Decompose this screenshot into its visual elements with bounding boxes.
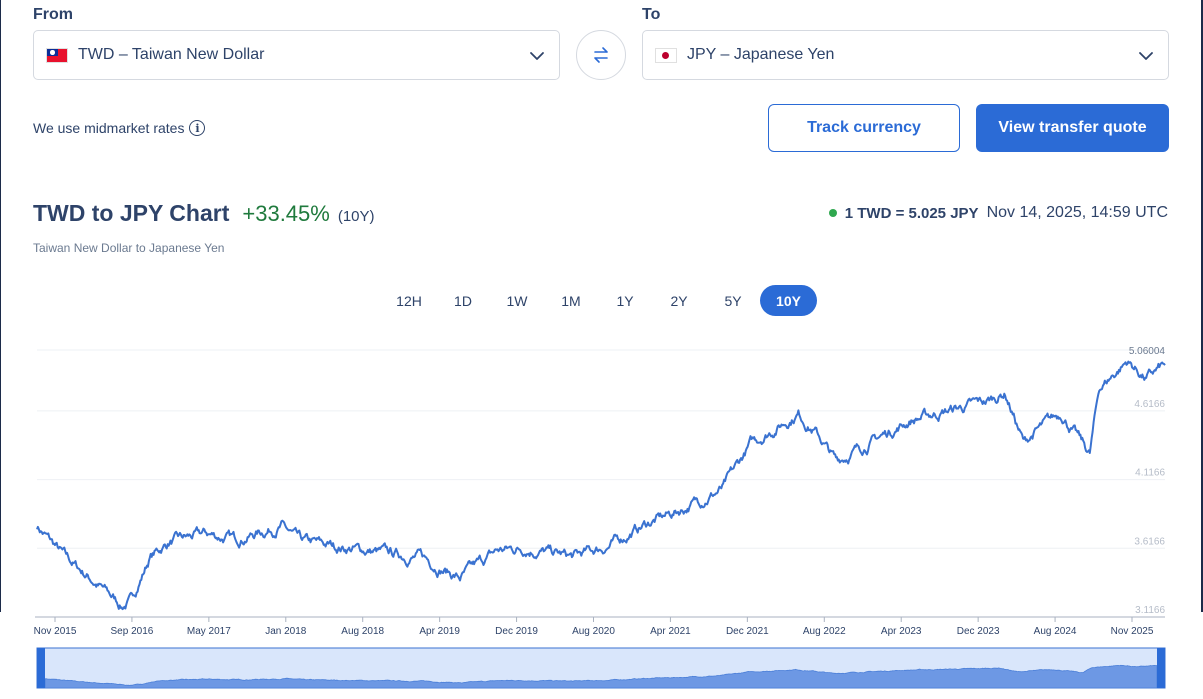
x-tick-label: Aug 2024 (1034, 626, 1077, 637)
y-max-label: 5.06004 (1129, 346, 1166, 357)
range-5y[interactable]: 5Y (724, 292, 742, 309)
x-tick-label: Nov 2025 (1111, 626, 1154, 637)
navigator-handle-right[interactable] (1157, 648, 1165, 688)
rate-change-period: (10Y) (337, 208, 375, 225)
chart-title: TWD to JPY Chart (33, 200, 230, 226)
rate-line-series (36, 360, 1166, 611)
x-tick-label: Sep 2016 (111, 626, 154, 637)
chart-subtitle: Taiwan New Dollar to Japanese Yen (33, 241, 225, 255)
track-currency-button[interactable]: Track currency (768, 104, 960, 152)
x-tick-label: Dec 2019 (495, 626, 538, 637)
x-tick-label: Dec 2023 (957, 626, 1000, 637)
view-transfer-quote-button[interactable]: View transfer quote (976, 104, 1169, 152)
chevron-down-icon (1139, 52, 1153, 60)
chevron-down-icon (530, 52, 544, 60)
x-tick-label: Dec 2021 (726, 626, 769, 637)
x-tick-label: Aug 2022 (803, 626, 846, 637)
y-tick-label: 3.6166 (1134, 536, 1165, 547)
chart-heading: TWD to JPY Chart +33.45% (10Y) (33, 200, 375, 227)
range-12h[interactable]: 12H (396, 292, 422, 309)
x-tick-label: Nov 2015 (34, 626, 77, 637)
swap-arrows-icon (594, 47, 608, 63)
navigator-handle-left[interactable] (37, 648, 45, 688)
frame-border-left (0, 0, 1, 612)
y-tick-label: 4.6166 (1134, 399, 1165, 410)
navigator-area-series (44, 664, 1158, 689)
x-tick-label: Apr 2021 (650, 626, 691, 637)
range-navigator[interactable] (36, 647, 1166, 689)
from-label: From (33, 6, 73, 23)
current-rate: 1 TWD = 5.025 JPY Nov 14, 2025, 14:59 UT… (828, 204, 1168, 222)
x-tick-label: May 2017 (187, 626, 231, 637)
x-tick-label: Aug 2018 (341, 626, 384, 637)
range-2y[interactable]: 2Y (670, 292, 688, 309)
x-tick-label: Apr 2023 (881, 626, 922, 637)
to-currency-select[interactable]: JPY – Japanese Yen (642, 30, 1169, 80)
range-1m[interactable]: 1M (561, 292, 581, 309)
y-tick-label: 3.1166 (1135, 605, 1165, 616)
taiwan-flag-icon (46, 47, 68, 63)
from-currency-select[interactable]: TWD – Taiwan New Dollar (33, 30, 560, 80)
x-tick-label: Aug 2020 (572, 626, 615, 637)
rate-change: +33.45% (242, 201, 330, 226)
midmarket-note: We use midmarket rates i (33, 120, 206, 136)
x-tick-label: Apr 2019 (419, 626, 460, 637)
range-1w[interactable]: 1W (506, 292, 528, 309)
chart-grid (37, 349, 1165, 618)
range-10y[interactable]: 10Y (760, 285, 817, 316)
range-1d[interactable]: 1D (454, 292, 472, 309)
frame-border-right (1201, 0, 1203, 612)
y-tick-label: 4.1166 (1135, 468, 1165, 479)
x-axis-labels: Nov 2015 Sep 2016 May 2017 Jan 2018 Aug 2018… (34, 617, 1154, 637)
rate-timestamp: Nov 14, 2025, 14:59 UTC (986, 204, 1168, 221)
japan-flag-icon (655, 47, 677, 63)
y-axis-labels: 3.1166 3.6166 4.1166 4.6166 5.06004 (1129, 346, 1166, 616)
to-currency-value: JPY – Japanese Yen (687, 46, 835, 63)
info-icon[interactable]: i (189, 120, 206, 136)
current-rate-value: 1 TWD = 5.025 JPY (844, 204, 979, 222)
live-status-dot (828, 209, 837, 217)
swap-currencies-button[interactable] (576, 30, 626, 80)
to-label: To (642, 6, 661, 23)
time-range-selector: 12H 1D 1W 1M 1Y 2Y 5Y 10Y (382, 285, 817, 316)
from-currency-value: TWD – Taiwan New Dollar (78, 46, 265, 63)
range-1y[interactable]: 1Y (616, 292, 634, 309)
x-tick-label: Jan 2018 (265, 626, 307, 637)
midmarket-text: We use midmarket rates (33, 120, 185, 136)
